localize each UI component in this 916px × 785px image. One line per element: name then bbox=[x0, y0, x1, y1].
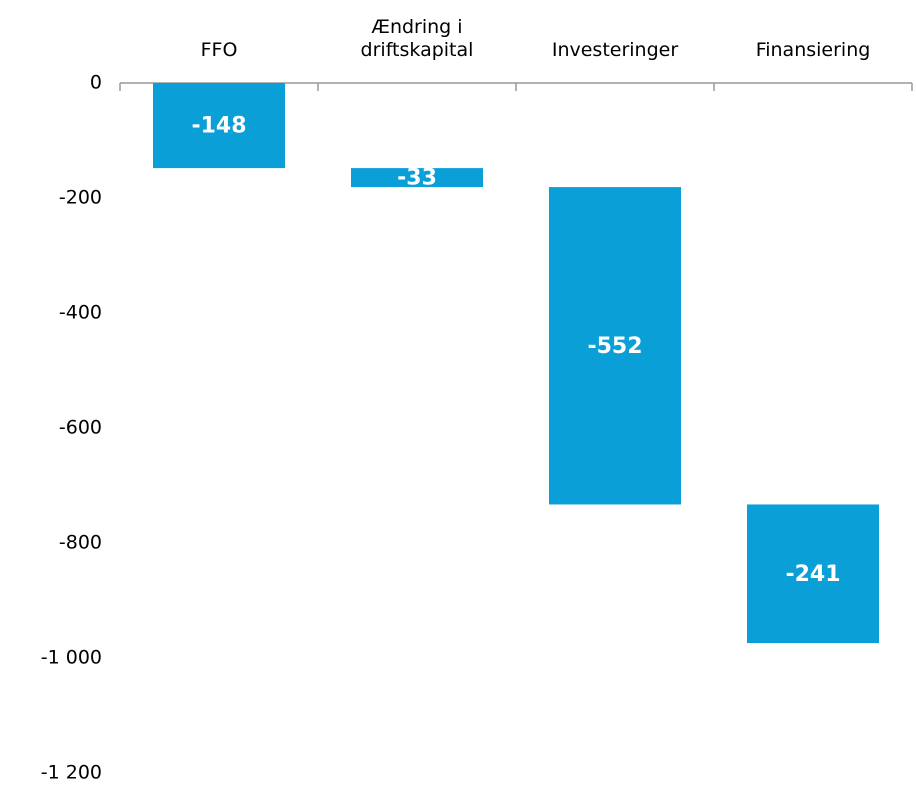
bar bbox=[351, 168, 483, 188]
y-tick-label: -1 200 bbox=[41, 762, 102, 784]
y-tick-label: -1 000 bbox=[41, 647, 102, 669]
y-tick-label: 0 bbox=[90, 72, 102, 94]
bar bbox=[747, 504, 879, 644]
category-label: Ændring i driftskapital bbox=[360, 16, 474, 61]
bar bbox=[153, 83, 285, 169]
category-label: Finansiering bbox=[755, 39, 871, 61]
y-tick-label: -200 bbox=[59, 187, 102, 209]
category-label: FFO bbox=[200, 39, 238, 61]
value-label: -148 bbox=[191, 114, 246, 139]
category-label: Investeringer bbox=[551, 39, 679, 61]
value-label: -241 bbox=[785, 562, 840, 587]
bar bbox=[549, 187, 681, 505]
y-tick-label: -600 bbox=[59, 417, 102, 439]
y-tick-label: -400 bbox=[59, 302, 102, 324]
value-label: -552 bbox=[587, 334, 642, 359]
y-tick-label: -800 bbox=[59, 532, 102, 554]
value-label: -33 bbox=[397, 166, 437, 191]
